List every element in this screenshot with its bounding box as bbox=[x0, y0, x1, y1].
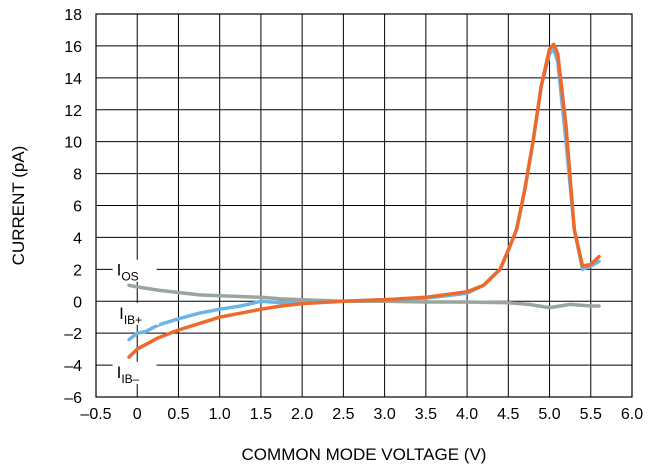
y-tick-label: 10 bbox=[64, 135, 82, 152]
y-tick-label: 18 bbox=[64, 7, 82, 24]
y-tick-label: 8 bbox=[73, 167, 82, 184]
y-tick-label: –4 bbox=[64, 358, 82, 375]
x-tick-label: 0.5 bbox=[167, 406, 189, 423]
x-tick-label: 3.0 bbox=[373, 406, 395, 423]
y-tick-labels: –6 –4 –2 0 2 4 6 8 10 12 14 16 18 bbox=[64, 7, 82, 407]
x-tick-label: 5.5 bbox=[580, 406, 602, 423]
y-tick-label: –2 bbox=[64, 326, 82, 343]
series-line-IB– bbox=[127, 42, 601, 359]
x-tick-label: 2.0 bbox=[291, 406, 313, 423]
x-axis-title: COMMON MODE VOLTAGE (V) bbox=[242, 445, 487, 464]
x-tick-label: 1.0 bbox=[209, 406, 231, 423]
x-tick-label: 1.5 bbox=[250, 406, 272, 423]
series-line-OS bbox=[127, 283, 601, 310]
x-tick-label: 4.5 bbox=[497, 406, 519, 423]
y-tick-label: 12 bbox=[64, 103, 82, 120]
chart-grid bbox=[95, 13, 633, 398]
x-tick-label: 4.0 bbox=[456, 406, 478, 423]
series-label-background bbox=[112, 259, 157, 282]
y-tick-label: 14 bbox=[64, 71, 82, 88]
series-layer bbox=[127, 42, 601, 359]
y-axis-title: CURRENT (pA) bbox=[9, 146, 28, 266]
x-tick-label: –0.5 bbox=[80, 406, 111, 423]
x-tick-label: 3.5 bbox=[415, 406, 437, 423]
y-tick-label: 2 bbox=[73, 262, 82, 279]
y-tick-label: 16 bbox=[64, 39, 82, 56]
y-tick-label: 6 bbox=[73, 199, 82, 216]
y-tick-label: –6 bbox=[64, 390, 82, 407]
x-tick-label: 0 bbox=[133, 406, 142, 423]
y-tick-label: 4 bbox=[73, 230, 82, 247]
series-label-background bbox=[112, 361, 157, 384]
y-tick-label: 0 bbox=[73, 294, 82, 311]
plot-frame bbox=[95, 13, 633, 398]
x-tick-labels: –0.5 0 0.5 1.0 1.5 2.0 2.5 3.0 3.5 4.0 4.5 5.0 5.5 6.… bbox=[80, 406, 643, 423]
x-tick-label: 2.5 bbox=[332, 406, 354, 423]
series-label-background bbox=[115, 302, 160, 325]
x-tick-label: 6.0 bbox=[621, 406, 643, 423]
x-tick-label: 5.0 bbox=[538, 406, 560, 423]
